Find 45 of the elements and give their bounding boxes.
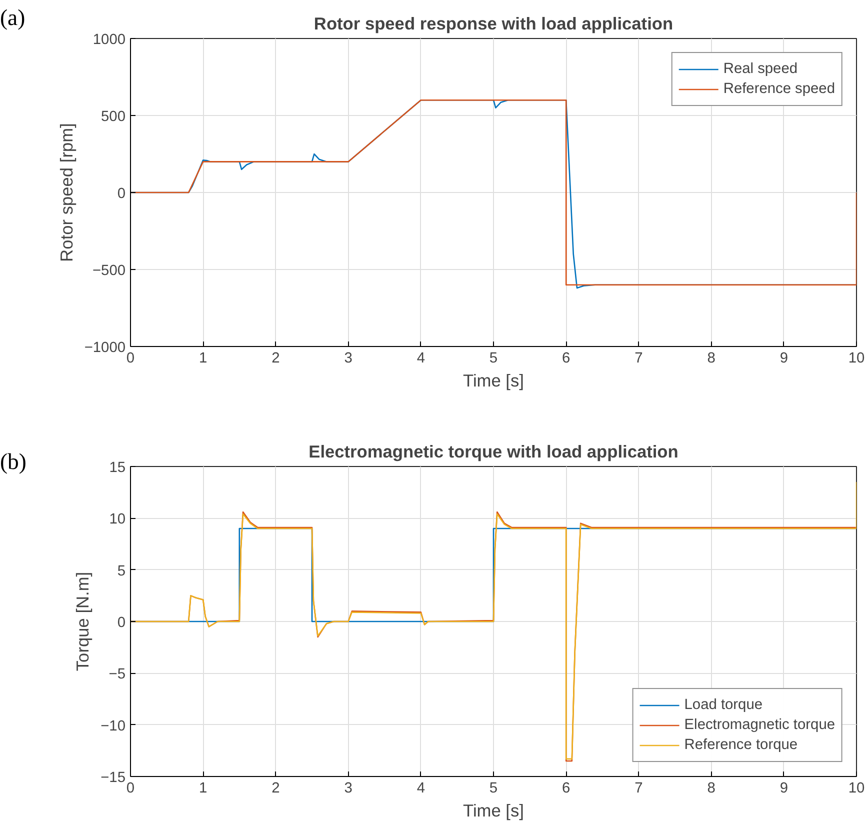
legend-label: Electromagnetic torque [684, 717, 835, 733]
y-tick-label: −15 [100, 770, 126, 786]
x-axis-title: Time [s] [463, 800, 524, 820]
x-tick-label: 8 [707, 780, 716, 796]
x-tick-label: 4 [416, 780, 425, 796]
x-axis-title: Time [s] [463, 370, 524, 390]
x-tick-label: 5 [489, 780, 498, 796]
y-axis-title: Torque [N.m] [72, 572, 93, 672]
x-tick-label: 10 [848, 780, 865, 796]
x-tick-label: 7 [634, 350, 643, 366]
y-tick-label: 500 [101, 109, 126, 125]
y-tick-label: 15 [109, 460, 126, 476]
legend-label: Reference torque [684, 737, 798, 753]
y-tick-label: 0 [117, 186, 126, 202]
chart-title: Electromagnetic torque with load application [308, 442, 678, 462]
x-tick-label: 3 [344, 780, 352, 796]
x-tick-label: 10 [848, 350, 865, 366]
y-tick-label: 0 [117, 615, 126, 631]
x-tick-label: 9 [780, 780, 788, 796]
y-tick-label: −10 [100, 718, 126, 734]
y-tick-label: 10 [109, 512, 126, 528]
x-tick-label: 2 [272, 350, 280, 366]
x-tick-label: 6 [562, 780, 570, 796]
y-tick-label: −1000 [84, 340, 126, 356]
x-tick-label: 3 [344, 350, 352, 366]
x-tick-label: 5 [489, 350, 498, 366]
x-tick-label: 4 [416, 350, 425, 366]
y-axis-title: Rotor speed [rpm] [56, 123, 76, 262]
y-tick-label: −500 [92, 263, 126, 279]
legend-label: Real speed [723, 61, 798, 77]
x-tick-label: 7 [634, 780, 643, 796]
text: (a) [0, 4, 26, 32]
x-tick-label: 8 [707, 350, 716, 366]
text: (b) [0, 448, 26, 476]
x-tick-label: 9 [780, 350, 788, 366]
x-tick-label: 1 [199, 780, 208, 796]
legend-label: Reference speed [723, 81, 835, 97]
x-tick-label: 6 [562, 350, 570, 366]
x-tick-label: 1 [199, 350, 208, 366]
y-tick-label: 1000 [92, 32, 126, 48]
y-tick-label: 5 [117, 563, 126, 580]
y-tick-label: −5 [108, 666, 126, 683]
legend-label: Load torque [684, 697, 763, 713]
chart-title: Rotor speed response with load application [314, 14, 674, 34]
x-tick-label: 2 [272, 780, 280, 796]
